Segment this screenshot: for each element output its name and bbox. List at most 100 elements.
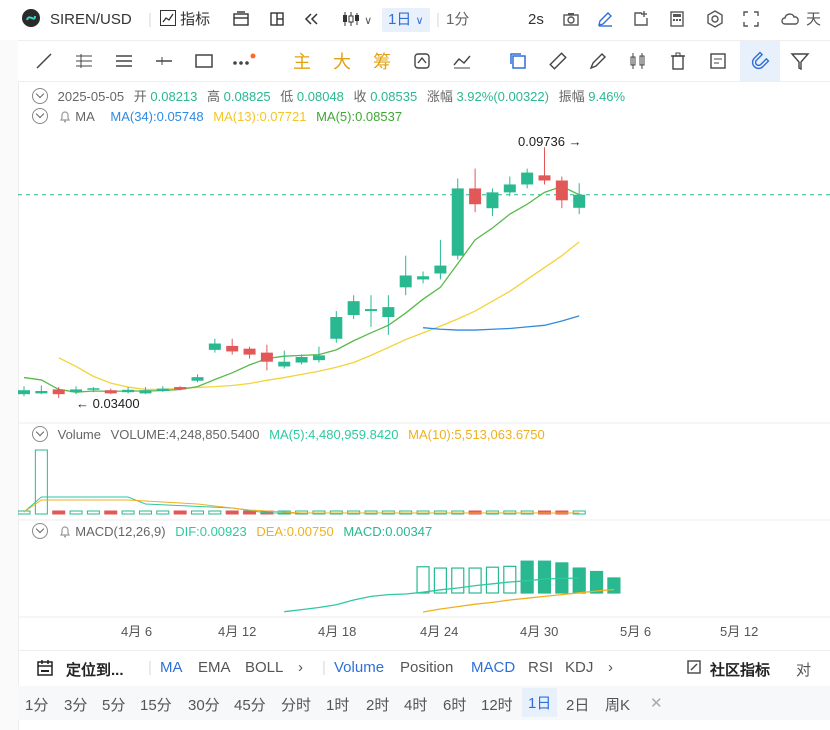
indicator-position[interactable]: Position xyxy=(400,659,454,676)
indicator-volume[interactable]: Volume xyxy=(334,659,385,676)
parallel-lines-icon[interactable] xyxy=(64,41,104,81)
interval-15m[interactable]: 15分 xyxy=(140,697,172,714)
interval-1h[interactable]: 1时 xyxy=(326,697,350,714)
calendar-icon[interactable] xyxy=(36,659,54,678)
interval-4h[interactable]: 4时 xyxy=(404,697,428,714)
big-chip[interactable]: 大 xyxy=(333,52,351,72)
macd-histogram-bar xyxy=(537,560,552,594)
candle-tool-icon[interactable] xyxy=(618,41,658,81)
community-indicators[interactable]: 社区指标 xyxy=(710,662,771,679)
volume-info-row: Volume VOLUME:4,248,850.5400 MA(5):4,480… xyxy=(32,426,545,442)
sync-icon[interactable] xyxy=(402,41,442,81)
interval-1m[interactable]: 1分 xyxy=(25,697,49,714)
pen-icon[interactable] xyxy=(596,8,614,32)
candle-body xyxy=(486,192,499,209)
magnet-icon[interactable] xyxy=(740,41,780,81)
candle-body xyxy=(70,389,83,393)
interval-3m[interactable]: 3分 xyxy=(64,697,88,714)
macd-histogram-bar xyxy=(520,560,534,594)
indicator-kdj[interactable]: KDJ xyxy=(565,659,594,676)
macd-dif: DIF:0.00923 xyxy=(175,524,247,539)
interval-12h[interactable]: 12时 xyxy=(481,697,513,714)
indicator-boll[interactable]: BOLL xyxy=(245,659,284,676)
candle-body xyxy=(417,276,430,280)
interval-2h[interactable]: 2时 xyxy=(366,697,390,714)
ma5-value: MA(5):0.08537 xyxy=(316,109,403,124)
indicators-button[interactable]: 指标 xyxy=(160,8,210,32)
interval-6h[interactable]: 6时 xyxy=(443,697,467,714)
collapse-icon[interactable] xyxy=(32,88,48,104)
ruler-icon[interactable] xyxy=(538,41,578,81)
trendline-icon[interactable] xyxy=(24,41,64,81)
indicator-rsi[interactable]: RSI xyxy=(528,659,554,676)
x-axis-tick-label: 4月 24 xyxy=(420,624,458,639)
main-chip[interactable]: 主 xyxy=(293,52,311,72)
macd-histogram-bar xyxy=(572,567,586,594)
ma-label: MA xyxy=(75,109,95,124)
indicators-icon xyxy=(160,10,176,26)
divider: | xyxy=(148,659,152,676)
chevron-right-icon[interactable]: › xyxy=(298,659,303,676)
layout-icon[interactable] xyxy=(268,8,286,32)
fullscreen-icon[interactable] xyxy=(742,8,760,32)
interval-1d[interactable]: 1日 xyxy=(522,688,558,717)
filter-icon[interactable] xyxy=(780,41,820,81)
volume-ma10: MA(10):5,513,063.6750 xyxy=(408,427,545,442)
interval-45m[interactable]: 45分 xyxy=(234,697,266,714)
interval-30m[interactable]: 30分 xyxy=(188,697,220,714)
indicator-macd[interactable]: MACD xyxy=(471,659,516,676)
interval-5m[interactable]: 5分 xyxy=(102,697,126,714)
bell-icon[interactable] xyxy=(58,524,72,541)
interval-selected[interactable]: 1日 ∨ xyxy=(382,8,430,32)
interval-2d[interactable]: 2日 xyxy=(566,697,590,714)
refresh-rate[interactable]: 2s xyxy=(528,11,544,28)
amplitude-label: 振幅 xyxy=(558,89,585,104)
indicator-bar: 定位到... | MA EMA BOLL › | Volume Position… xyxy=(18,650,830,687)
indicators-label: 指标 xyxy=(180,11,211,28)
settings-icon[interactable] xyxy=(706,8,724,32)
note-icon[interactable] xyxy=(698,41,738,81)
cloud-icon[interactable] xyxy=(780,8,802,32)
chevron-right-icon[interactable]: › xyxy=(608,659,613,676)
interval-weekly[interactable]: 周K xyxy=(605,697,631,714)
interval-timeline[interactable]: 分时 xyxy=(281,697,312,714)
candle-body xyxy=(330,317,343,339)
chevron-down-icon: ∨ xyxy=(415,15,424,27)
bell-icon[interactable] xyxy=(58,109,72,126)
collapse-icon[interactable] xyxy=(32,523,48,539)
close-value: 0.08535 xyxy=(370,89,418,104)
horizontal-line-icon[interactable] xyxy=(144,41,184,81)
low-value: 0.08048 xyxy=(296,89,344,104)
chart-area[interactable]: 4月 6 4月 12 4月 18 4月 24 4月 30 5月 6 5月 12 xyxy=(18,80,830,650)
replay-icon[interactable] xyxy=(302,8,320,32)
macd-label: MACD(12,26,9) xyxy=(75,524,166,539)
indicator-ma[interactable]: MA xyxy=(160,659,183,676)
x-axis-tick-label: 5月 6 xyxy=(620,624,651,639)
close-icon[interactable]: ✕ xyxy=(650,695,663,712)
interval-alt[interactable]: 1分 xyxy=(446,11,470,28)
symbol-name[interactable]: SIREN/USD xyxy=(50,11,132,28)
collapse-icon[interactable] xyxy=(32,108,48,124)
delete-icon[interactable] xyxy=(658,41,698,81)
compare-label-cut[interactable]: 对 xyxy=(796,662,812,679)
template-icon[interactable] xyxy=(232,8,250,32)
copy-icon[interactable] xyxy=(498,41,538,81)
measure-icon[interactable] xyxy=(442,41,482,81)
brush-icon[interactable] xyxy=(578,41,618,81)
more-tools-icon[interactable] xyxy=(224,41,264,81)
calculator-icon[interactable] xyxy=(668,8,686,32)
indicator-ema[interactable]: EMA xyxy=(198,659,231,676)
community-icon[interactable] xyxy=(686,659,702,677)
collapse-icon[interactable] xyxy=(32,426,48,442)
locate-button[interactable]: 定位到... xyxy=(66,662,124,679)
volume-bar xyxy=(173,510,187,515)
channel-icon[interactable] xyxy=(104,41,144,81)
candle-type-button[interactable]: ∨ xyxy=(340,8,372,32)
volume-bar xyxy=(34,449,48,515)
candle-body xyxy=(347,301,360,316)
add-chart-icon[interactable] xyxy=(632,8,650,32)
camera-icon[interactable] xyxy=(562,8,580,32)
rectangle-icon[interactable] xyxy=(184,41,224,81)
chip-distribution[interactable]: 筹 xyxy=(373,52,391,72)
interval-bar: 1分 3分 5分 15分 30分 45分 分时 1时 2时 4时 6时 12时 … xyxy=(18,686,830,720)
